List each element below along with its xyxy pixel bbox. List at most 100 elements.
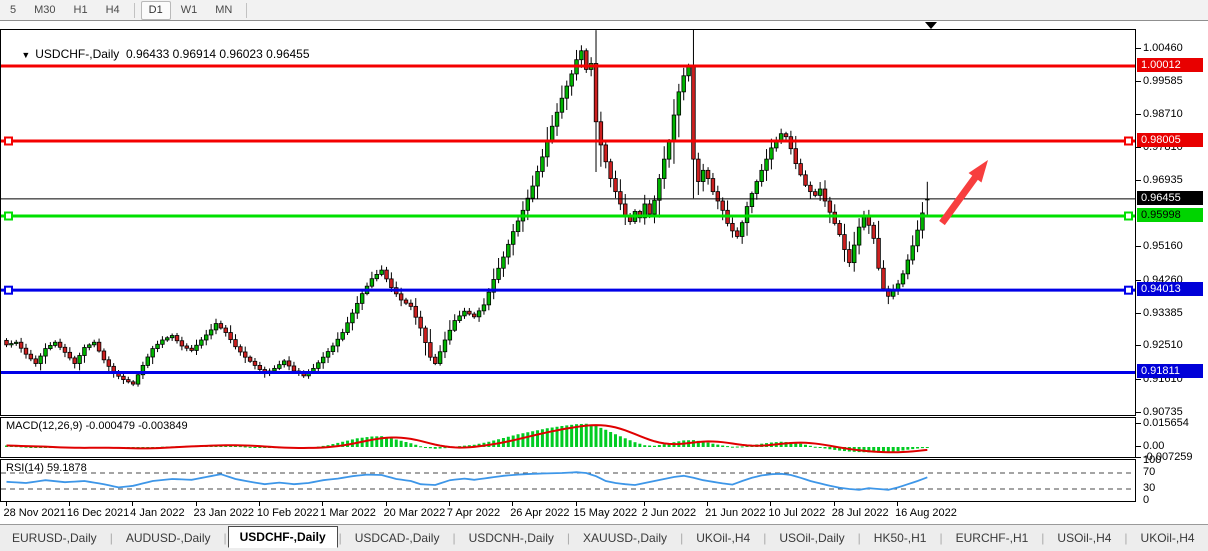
- rsi-axis-label: 30: [1143, 482, 1156, 494]
- x-axis-tick-mark: [258, 502, 260, 506]
- y-axis-tick-label: 0.90735: [1143, 405, 1183, 418]
- y-axis-tick-mark: [1136, 411, 1141, 413]
- tab-eurusd-daily[interactable]: EURUSD-,Daily: [12, 531, 97, 545]
- candlestick-series: [4, 30, 930, 387]
- x-axis-tick-mark: [132, 502, 134, 506]
- timeframe-button-d1[interactable]: D1: [140, 0, 171, 20]
- tab-separator: |: [338, 531, 342, 545]
- tab-separator: |: [1124, 531, 1128, 545]
- trend-arrow-head[interactable]: [968, 160, 988, 183]
- macd-axis-tick: [1136, 456, 1141, 458]
- timeframe-button-m30[interactable]: M30: [34, 3, 56, 16]
- tab-usdcnh-daily[interactable]: USDCNH-,Daily: [468, 531, 554, 545]
- tab-hk50-h1[interactable]: HK50-,H1: [873, 531, 927, 545]
- x-axis-tick-mark: [448, 502, 450, 506]
- y-axis-tick-label: 0.99585: [1143, 74, 1183, 87]
- chart-shift-marker-icon[interactable]: [925, 22, 937, 29]
- tab-separator: |: [763, 531, 767, 545]
- tab-usdchf-daily[interactable]: USDCHF-,Daily: [227, 526, 338, 548]
- price-level-badge: 0.98005: [1137, 133, 1203, 147]
- chart-title: ▼ USDCHF-,Daily 0.96433 0.96914 0.96023 0…: [8, 33, 310, 75]
- ohlc-close: 0.96455: [266, 47, 310, 61]
- rsi-axis-label: 0: [1143, 494, 1150, 506]
- line-handle[interactable]: [1124, 136, 1133, 146]
- line-handle[interactable]: [4, 136, 13, 146]
- x-axis-tick-mark: [68, 502, 70, 506]
- y-axis-tick-label: 1.00460: [1143, 42, 1183, 55]
- macd-axis-label: 0.015654: [1143, 416, 1189, 429]
- price-level-badge: 1.00012: [1137, 58, 1203, 72]
- rsi-label: RSI(14) 59.1878: [6, 462, 87, 474]
- y-axis-tick-mark: [1136, 279, 1141, 281]
- rsi-plot: [1, 471, 1135, 491]
- x-axis-tick-label: 28 Nov 2021: [3, 507, 66, 519]
- x-axis-tick-label: 20 Mar 2022: [383, 507, 446, 519]
- y-axis-tick-mark: [1136, 345, 1141, 347]
- y-axis-tick-mark: [1136, 113, 1141, 115]
- y-axis-tick-label: 0.98710: [1143, 107, 1183, 120]
- x-axis-tick-mark: [833, 502, 835, 506]
- ohlc-open: 0.96433: [125, 47, 170, 61]
- rsi-indicator-pane: RSI(14) 59.1878: [0, 459, 1136, 502]
- x-axis-tick-mark: [770, 502, 772, 506]
- x-axis-tick-mark: [897, 502, 899, 506]
- y-axis-tick-label: 0.95160: [1143, 240, 1183, 253]
- line-handle[interactable]: [1124, 285, 1133, 295]
- price-level-badge: 0.95998: [1137, 208, 1203, 222]
- x-axis-tick-label: 4 Jan 2022: [130, 507, 185, 519]
- x-axis-tick-mark: [707, 502, 709, 506]
- rsi-axis-label: 70: [1143, 466, 1156, 478]
- tab-scroll-controls: ◄►: [1207, 533, 1208, 544]
- y-axis-tick-mark: [1136, 48, 1141, 50]
- macd-signal-line: [6, 424, 928, 454]
- line-handle[interactable]: [4, 285, 13, 295]
- tab-separator: |: [1041, 531, 1045, 545]
- ohlc-high: 0.96914: [172, 47, 217, 61]
- price-level-badge: 0.94013: [1137, 282, 1203, 297]
- x-axis-tick-mark: [575, 502, 577, 506]
- ohlc-low: 0.96023: [219, 47, 263, 61]
- tab-separator: |: [452, 531, 456, 545]
- time-axis: 28 Nov 2021 16 Dec 2021 4 Jan 2022 23 Jan 2…: [0, 502, 1136, 522]
- tab-usoil-h4[interactable]: USOil-,H4: [1057, 531, 1112, 545]
- timeframe-button-h1[interactable]: H1: [73, 3, 88, 16]
- rsi-line: [6, 471, 928, 491]
- x-axis-tick-label: 1 Mar 2022: [320, 507, 376, 519]
- price-level-badge: 0.91811: [1137, 364, 1203, 379]
- symbol-dropdown-icon[interactable]: ▼: [21, 50, 31, 60]
- rsi-axis-label: 100: [1143, 454, 1162, 466]
- y-axis-tick-mark: [1136, 80, 1141, 82]
- timeframe-button-h4[interactable]: H4: [105, 3, 120, 16]
- tab-audusd-daily[interactable]: AUDUSD-,Daily: [125, 531, 211, 545]
- timeframe-toolbar: 5 M30 H1 H4 D1 W1 MN: [0, 0, 1208, 21]
- x-axis-tick-label: 7 Apr 2022: [446, 507, 501, 519]
- x-axis-tick-label: 2 Jun 2022: [641, 507, 697, 519]
- y-axis-tick-mark: [1136, 147, 1141, 149]
- line-handle[interactable]: [1124, 211, 1133, 221]
- timeframe-button-w1[interactable]: W1: [180, 3, 198, 16]
- x-axis-tick-mark: [322, 502, 324, 506]
- timeframe-button-mn[interactable]: MN: [215, 3, 233, 16]
- x-axis-tick-label: 16 Dec 2021: [66, 507, 130, 519]
- tab-separator: |: [680, 531, 684, 545]
- x-axis-tick-label: 10 Jul 2022: [768, 507, 826, 519]
- x-axis-tick-label: 15 May 2022: [573, 507, 638, 519]
- tab-usoil-daily[interactable]: USOil-,Daily: [779, 531, 845, 545]
- trend-arrow[interactable]: [939, 170, 982, 226]
- tab-usdcad-daily[interactable]: USDCAD-,Daily: [354, 531, 440, 545]
- tab-xauusd-daily[interactable]: XAUUSD-,Daily: [583, 531, 668, 545]
- tab-scroll-left-icon[interactable]: ◄: [1207, 533, 1208, 544]
- tab-ukoil-h4[interactable]: UKOil-,H4: [696, 531, 751, 545]
- y-axis-tick-label: 0.92510: [1143, 339, 1183, 352]
- line-handle[interactable]: [4, 211, 13, 221]
- tab-ukoil-h4[interactable]: UKOil-,H4: [1140, 531, 1195, 545]
- tab-eurchf-h1[interactable]: EURCHF-,H1: [955, 531, 1029, 545]
- timeframe-button-5[interactable]: 5: [10, 3, 17, 16]
- x-axis-tick-mark: [5, 502, 7, 506]
- toolbar-separator: [133, 2, 135, 18]
- macd-axis-label: -0.007259: [1143, 450, 1193, 463]
- y-axis-tick-mark: [1136, 312, 1141, 314]
- tab-separator: |: [566, 531, 571, 545]
- macd-indicator-pane: MACD(12,26,9) -0.000479 -0.003849: [0, 417, 1136, 458]
